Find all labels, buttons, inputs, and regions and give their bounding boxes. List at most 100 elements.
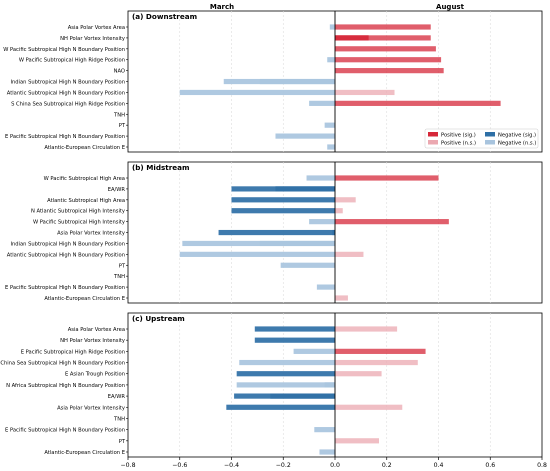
header-march: March: [210, 3, 234, 11]
bar-august: [335, 404, 403, 410]
category-label: E Pacific Subtropical High N Boundary Po…: [5, 428, 125, 434]
bar-march: [231, 197, 335, 203]
panel-3: (c) Upstream Asia Polar Vortex Area NH Pol…: [0, 312, 543, 458]
bar-march: [314, 427, 335, 433]
category-label: Asia Polar Vortex Intensity: [57, 231, 125, 237]
category-label: TNH: [113, 274, 125, 280]
category-label: PT: [119, 439, 126, 445]
category-label: EA/WR: [108, 187, 126, 193]
category-label: Atlantic Subtropical High N Boundary Pos…: [7, 90, 125, 96]
category-label: Atlantic Subtropical High Area: [47, 198, 125, 204]
bar-august: [324, 382, 335, 388]
panels: (a) Downstream Asia Polar Vortex Area NH P…: [0, 10, 543, 458]
bar-march: [254, 326, 335, 332]
legend-box: [424, 128, 539, 149]
bar-august: [335, 219, 449, 225]
x-tick-label: 0.2: [382, 462, 392, 469]
bar-august: [259, 78, 335, 85]
bar-august: [270, 393, 335, 399]
bar-march: [316, 284, 335, 290]
category-label: NAO: [114, 69, 125, 75]
bar-march: [324, 122, 335, 128]
bar-august: [335, 197, 356, 203]
category-label: E Asian Trough Position: [65, 372, 125, 378]
category-label: N Africa Subtropical High N Boundary Pos…: [6, 383, 125, 389]
category-label: Asia Polar Vortex Area: [68, 327, 125, 333]
panel-1: (a) Downstream Asia Polar Vortex Area NH P…: [3, 10, 543, 153]
bar-march: [182, 240, 335, 247]
panel-2: (b) Midstream W Pacific Subtropical High …: [5, 161, 543, 304]
bar-august: [335, 57, 442, 63]
panel-title: (b) Midstream: [132, 163, 189, 172]
category-label: Atlantic-European Circulation E: [44, 145, 125, 151]
category-label: W Pacific Subtropical High N Boundary Po…: [3, 47, 125, 53]
legend-label-neg-ns: Negative (n.s.): [498, 140, 536, 146]
bar-march: [309, 100, 335, 106]
category-label: S China Sea Subtropical High Ridge Posit…: [11, 101, 125, 107]
panel-title: (c) Upstream: [132, 314, 185, 323]
bar-august: [335, 359, 418, 366]
bar-march: [293, 348, 335, 354]
category-label: PT: [119, 123, 126, 129]
category-label: EA/WR: [108, 394, 126, 400]
bar-march: [329, 24, 335, 30]
category-label: E Pacific Subtropical High Ridge Positio…: [21, 349, 125, 355]
bar-august: [335, 89, 395, 96]
bar-august: [335, 438, 379, 444]
bar-august: [335, 371, 382, 377]
category-label: N Atlantic Subtropical High Intensity: [31, 209, 125, 215]
category-label: E Pacific Subtropical High N Boundary Po…: [5, 285, 125, 291]
category-label: Atlantic-European Circulation E: [44, 296, 125, 302]
bar-march: [280, 262, 335, 268]
category-label: E Pacific Subtropical High N Boundary Po…: [5, 134, 125, 140]
x-tick-label: 0.4: [434, 462, 444, 469]
x-tick-label: 0.0: [330, 462, 340, 469]
bar-march: [226, 404, 335, 410]
category-label: PT: [119, 263, 126, 269]
bar-august: [335, 100, 501, 106]
category-label: TNH: [113, 416, 125, 422]
category-label: Asia Polar Vortex Intensity: [57, 405, 125, 411]
category-label: NH Polar Vortex Intensity: [60, 36, 125, 42]
bar-march: [236, 382, 335, 388]
bar-august: [335, 175, 439, 181]
category-label: Atlantic-European Circulation E: [44, 450, 125, 456]
bar-march: [218, 229, 335, 236]
bar-march: [231, 208, 335, 214]
legend-swatch-neg-sig: [485, 132, 495, 137]
legend-swatch-neg-ns: [485, 140, 495, 145]
bar-march: [327, 57, 335, 63]
category-label: TNH: [113, 112, 125, 118]
bar-august: [335, 46, 436, 52]
bar-august: [335, 251, 364, 257]
header-august: August: [436, 3, 465, 11]
category-label: NH Polar Vortex Intensity: [60, 338, 125, 344]
x-tick-label: −0.8: [120, 462, 135, 469]
bar-august: [335, 326, 398, 332]
category-label: S China Sea Subtropical High N Boundary …: [0, 361, 125, 367]
bar-march: [275, 133, 335, 139]
category-label: Indian Subtropical High N Boundary Posit…: [10, 241, 125, 247]
bar-august: [335, 24, 431, 30]
panel-title: (a) Downstream: [132, 12, 197, 21]
category-label: W Pacific Subtropical High Ridge Positio…: [19, 58, 125, 64]
legend-swatch-pos-sig: [428, 132, 438, 137]
bar-march: [254, 337, 335, 343]
x-tick-label: 0.8: [537, 462, 547, 469]
bar-august: [335, 208, 343, 214]
x-tick-label: −0.6: [172, 462, 187, 469]
category-label: Indian Subtropical High N Boundary Posit…: [10, 80, 125, 86]
bar-august: [335, 35, 431, 41]
bar-march: [236, 371, 335, 377]
legend: Positive (sig.) Negative (sig.) Positive (…: [424, 128, 539, 149]
category-label: W Pacific Subtropical High Intensity: [33, 220, 125, 226]
legend-swatch-pos-ns: [428, 140, 438, 145]
legend-label-neg-sig: Negative (sig.): [498, 132, 536, 138]
bar-march: [306, 175, 335, 181]
bar-august: [275, 186, 335, 192]
bar-august: [335, 68, 444, 74]
bar-march: [309, 219, 335, 225]
x-tick-label: −0.2: [276, 462, 291, 469]
